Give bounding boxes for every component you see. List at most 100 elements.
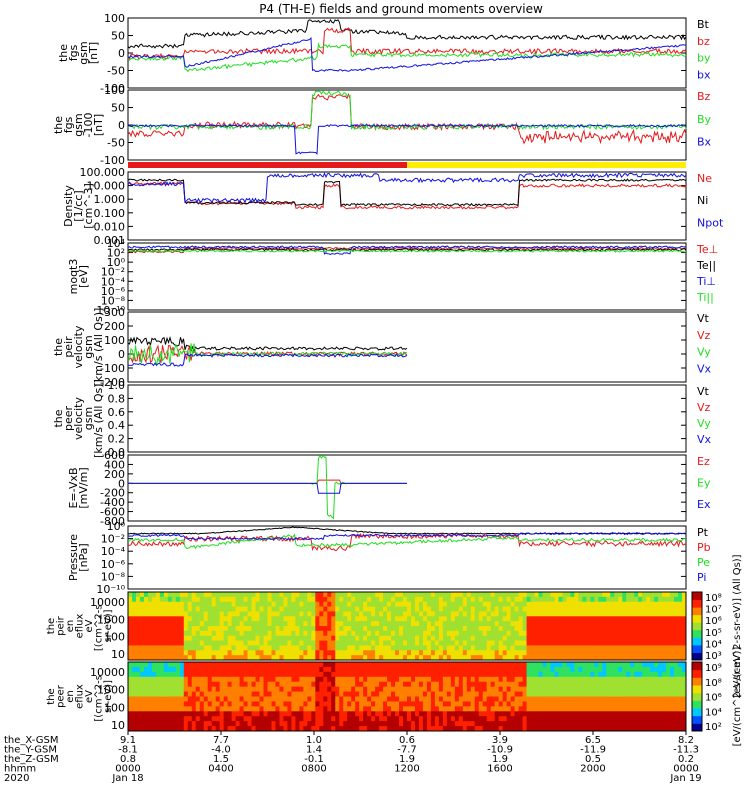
spectrogram-cell	[215, 592, 221, 598]
spectrogram-cell	[135, 671, 141, 678]
spectrogram-cell	[367, 645, 372, 651]
spectrogram-cell	[183, 666, 189, 673]
spectrogram-cell	[566, 671, 571, 678]
spectrogram-cell	[482, 626, 488, 632]
spectrogram-cell	[291, 676, 296, 683]
spectrogram-cell	[530, 676, 535, 683]
spectrogram-cell	[199, 630, 205, 637]
spectrogram-cell	[606, 630, 611, 637]
series-Ni-trace	[127, 178, 687, 207]
spectrogram-cell	[155, 635, 161, 641]
spectrogram-cell	[347, 662, 352, 668]
spectrogram-cell	[335, 662, 340, 668]
y-axis-label: [mV/m]	[77, 467, 90, 508]
spectrogram-cell	[418, 711, 424, 717]
spectrogram-cell	[558, 630, 563, 637]
legend-te: Te||	[696, 259, 716, 272]
spectrogram-cell	[538, 635, 543, 641]
spectrogram-cell	[215, 650, 221, 656]
spectrogram-cell	[355, 666, 360, 673]
spectrogram-cell	[530, 626, 535, 632]
spectrogram-cell	[674, 621, 679, 627]
spectrogram-cell	[634, 601, 639, 607]
spectrogram-cell	[239, 726, 244, 732]
spectrogram-cell	[139, 686, 145, 692]
spectrogram-cell	[446, 626, 452, 632]
axis-row-value: 1.0	[306, 735, 322, 746]
spectrogram-cell	[678, 601, 683, 607]
spectrogram-cell	[410, 640, 416, 646]
spectrogram-cell	[167, 721, 173, 727]
spectrogram-cell	[383, 711, 388, 717]
spectrogram-cell	[147, 686, 153, 692]
spectrogram-cell	[135, 662, 141, 668]
spectrogram-cell	[223, 621, 229, 627]
spectrogram-cell	[299, 616, 304, 622]
spectrogram-cell	[442, 711, 448, 717]
spectrogram-cell	[554, 621, 559, 627]
spectrogram-cell	[426, 711, 432, 717]
spectrogram-cell	[367, 635, 372, 641]
spectrogram-cell	[662, 650, 667, 656]
y-tick-label: 10⁻⁸	[101, 570, 126, 583]
spectrogram-cell	[462, 626, 468, 632]
spectrogram-cell	[283, 630, 288, 637]
spectrogram-cell	[498, 691, 504, 697]
spectrogram-cell	[586, 630, 591, 637]
spectrogram-cell	[311, 655, 316, 661]
spectrogram-cell	[295, 706, 300, 712]
spectrogram-cell	[642, 630, 647, 637]
spectrogram-cell	[247, 716, 252, 722]
spectrogram-cell	[586, 640, 591, 646]
spectrogram-cell	[159, 666, 165, 673]
spectrogram-cell	[251, 606, 256, 612]
spectrogram-cell	[267, 601, 272, 607]
spectrogram-cell	[646, 676, 651, 683]
spectrogram-cell	[251, 626, 256, 632]
spectrogram-cell	[642, 592, 647, 598]
spectrogram-cell	[510, 691, 516, 697]
spectrogram-cell	[179, 650, 185, 656]
spectrogram-cell	[422, 596, 428, 603]
spectrogram-cell	[418, 592, 424, 598]
spectrogram-cell	[195, 621, 201, 627]
spectrogram-cell	[518, 691, 523, 697]
spectrogram-cell	[642, 611, 647, 617]
spectrogram-cell	[470, 650, 476, 656]
spectrogram-cell	[646, 650, 651, 656]
spectrogram-cell	[287, 676, 292, 683]
colorbar-swatch	[692, 700, 702, 709]
spectrogram-cell	[502, 686, 508, 692]
spectrogram-cell	[331, 701, 336, 707]
spectrogram-cell	[371, 701, 376, 707]
spectrogram-cell	[135, 650, 141, 656]
spectrogram-cell	[546, 596, 551, 603]
legend-ni: Ni	[697, 194, 708, 207]
spectrogram-cell	[622, 596, 627, 603]
spectrogram-cell	[626, 662, 631, 668]
spectrogram-cell	[610, 676, 615, 683]
spectrogram-cell	[426, 686, 432, 692]
spectrogram-cell	[319, 650, 324, 656]
spectrogram-cell	[263, 650, 268, 656]
spectrogram-cell	[518, 611, 523, 617]
spectrogram-cell	[199, 671, 205, 678]
spectrogram-cell	[474, 696, 480, 702]
spectrogram-cell	[311, 611, 316, 617]
spectrogram-cell	[430, 681, 436, 688]
spectrogram-cell	[650, 640, 655, 646]
spectrogram-cell	[530, 650, 535, 656]
colorbar-swatch	[692, 662, 702, 671]
spectrogram-cell	[482, 630, 488, 637]
spectrogram-cell	[387, 671, 392, 678]
spectrogram-cell	[466, 676, 472, 683]
spectrogram-cell	[128, 596, 133, 603]
spectrogram-cell	[578, 686, 583, 692]
spectrogram-cell	[231, 671, 237, 678]
spectrogram-cell	[259, 666, 264, 673]
spectrogram-cell	[606, 606, 611, 612]
spectrogram-cell	[614, 706, 619, 712]
spectrogram-cell	[598, 630, 603, 637]
spectrogram-cell	[211, 606, 217, 612]
spectrogram-cell	[371, 726, 376, 732]
